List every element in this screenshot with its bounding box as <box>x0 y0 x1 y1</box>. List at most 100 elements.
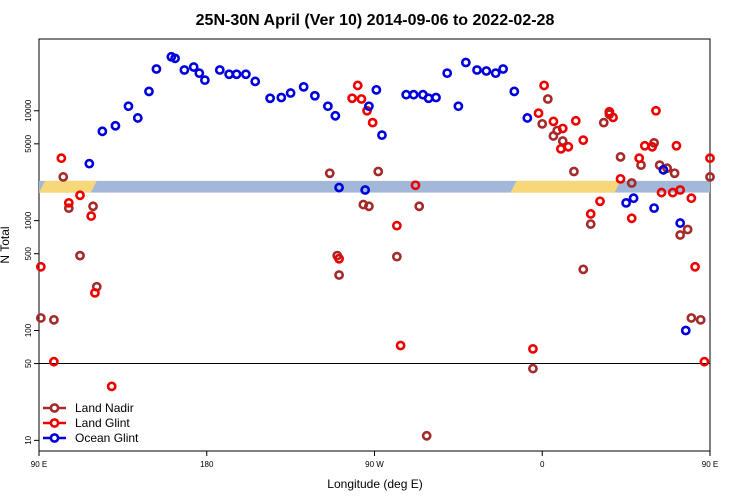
point-land-nadir <box>49 314 59 325</box>
point-land-glint <box>671 140 682 151</box>
point-ocean-glint <box>490 68 501 79</box>
point-land-glint <box>548 116 559 127</box>
point-ocean-glint <box>649 203 659 214</box>
point-ocean-glint <box>675 218 686 228</box>
x-tick-label: 90 W <box>365 460 384 469</box>
point-land-nadir <box>669 168 680 179</box>
point-land-nadir <box>626 178 637 188</box>
point-ocean-glint <box>371 84 382 95</box>
point-land-nadir <box>615 152 626 162</box>
point-land-glint <box>395 340 406 351</box>
point-land-nadir <box>528 363 538 374</box>
point-land-nadir <box>391 251 402 262</box>
legend-item-land-glint: Land Glint <box>43 416 130 430</box>
y-tick-label: 500 <box>24 246 33 260</box>
point-land-glint <box>347 93 358 104</box>
point-ocean-glint <box>132 113 143 123</box>
point-land-nadir <box>75 250 85 261</box>
point-ocean-glint <box>472 65 482 75</box>
point-ocean-glint <box>658 164 669 175</box>
point-land-glint <box>578 135 589 146</box>
point-ocean-glint <box>224 69 235 80</box>
y-tick-label: 5000 <box>24 134 33 152</box>
x-tick-label: 90 E <box>702 460 718 469</box>
point-land-glint <box>539 80 550 91</box>
point-ocean-glint <box>231 69 242 80</box>
point-land-glint <box>557 123 568 134</box>
point-land-glint <box>56 153 67 164</box>
point-ocean-glint <box>250 76 261 87</box>
point-land-glint <box>533 108 544 119</box>
point-ocean-glint <box>509 86 520 97</box>
legend-marker <box>49 418 60 428</box>
point-ocean-glint <box>377 130 387 141</box>
point-land-glint <box>686 193 697 204</box>
point-ocean-glint <box>453 101 464 112</box>
point-land-glint <box>639 140 650 151</box>
point-ocean-glint <box>214 65 225 75</box>
point-land-glint <box>63 197 74 208</box>
y-axis: 10 50 100 500 1000 5000 10000 <box>24 99 39 445</box>
point-land-glint <box>75 190 85 201</box>
point-land-nadir <box>35 313 46 323</box>
point-ocean-glint <box>408 89 419 100</box>
point-ocean-glint <box>188 62 199 72</box>
point-ocean-glint <box>442 68 453 79</box>
point-land-glint <box>656 187 667 198</box>
point-land-nadir <box>364 201 374 212</box>
series-land-nadir <box>35 94 715 441</box>
y-tick-label: 50 <box>24 359 33 368</box>
point-land-nadir <box>598 117 609 128</box>
y-tick-label: 1000 <box>24 211 33 229</box>
point-land-glint <box>647 141 658 152</box>
point-ocean-glint <box>170 53 180 64</box>
point-ocean-glint <box>97 126 108 137</box>
point-land-glint <box>626 213 637 224</box>
point-land-glint <box>595 196 605 207</box>
land-band-segment-0 <box>39 180 97 193</box>
y-axis-label: N Total <box>0 226 12 263</box>
point-land-nadir <box>414 201 425 212</box>
y-tick-label: 10000 <box>24 99 33 122</box>
point-ocean-glint <box>498 64 509 74</box>
point-ocean-glint <box>123 101 134 112</box>
point-land-glint <box>410 180 421 191</box>
point-ocean-glint <box>110 120 121 131</box>
point-ocean-glint <box>240 69 251 80</box>
point-land-nadir <box>334 270 344 280</box>
point-land-glint <box>356 94 367 104</box>
legend-label: Land Nadir <box>75 401 134 415</box>
point-land-glint <box>367 117 378 128</box>
point-land-glint <box>615 173 626 184</box>
point-land-glint <box>555 143 566 154</box>
point-land-glint <box>106 381 117 392</box>
plot-frame <box>38 38 711 452</box>
x-tick-label: 0 <box>540 460 545 469</box>
point-ocean-glint <box>360 185 371 195</box>
land-band-segment-1 <box>510 180 621 193</box>
point-land-glint <box>699 356 710 367</box>
point-land-glint <box>528 343 538 354</box>
point-land-glint <box>608 112 618 123</box>
ocean-band <box>39 180 710 193</box>
point-ocean-glint <box>330 110 341 121</box>
legend-item-ocean-glint: Ocean Glint <box>43 431 139 445</box>
legend-item-land-nadir: Land Nadir <box>43 401 134 415</box>
point-ocean-glint <box>194 68 205 79</box>
point-land-nadir <box>63 203 74 214</box>
point-land-nadir <box>88 201 98 212</box>
point-ocean-glint <box>364 101 374 112</box>
point-land-nadir <box>682 224 693 235</box>
point-land-glint <box>675 185 686 195</box>
coverage-band <box>39 180 710 193</box>
point-land-glint <box>334 253 344 264</box>
point-land-glint <box>563 141 574 152</box>
point-land-glint <box>570 115 581 126</box>
point-ocean-glint <box>151 64 162 74</box>
series-ocean-glint <box>84 51 691 336</box>
point-land-nadir <box>537 118 548 129</box>
point-ocean-glint <box>481 66 492 76</box>
point-land-glint <box>391 220 402 231</box>
point-land-nadir <box>421 430 432 441</box>
